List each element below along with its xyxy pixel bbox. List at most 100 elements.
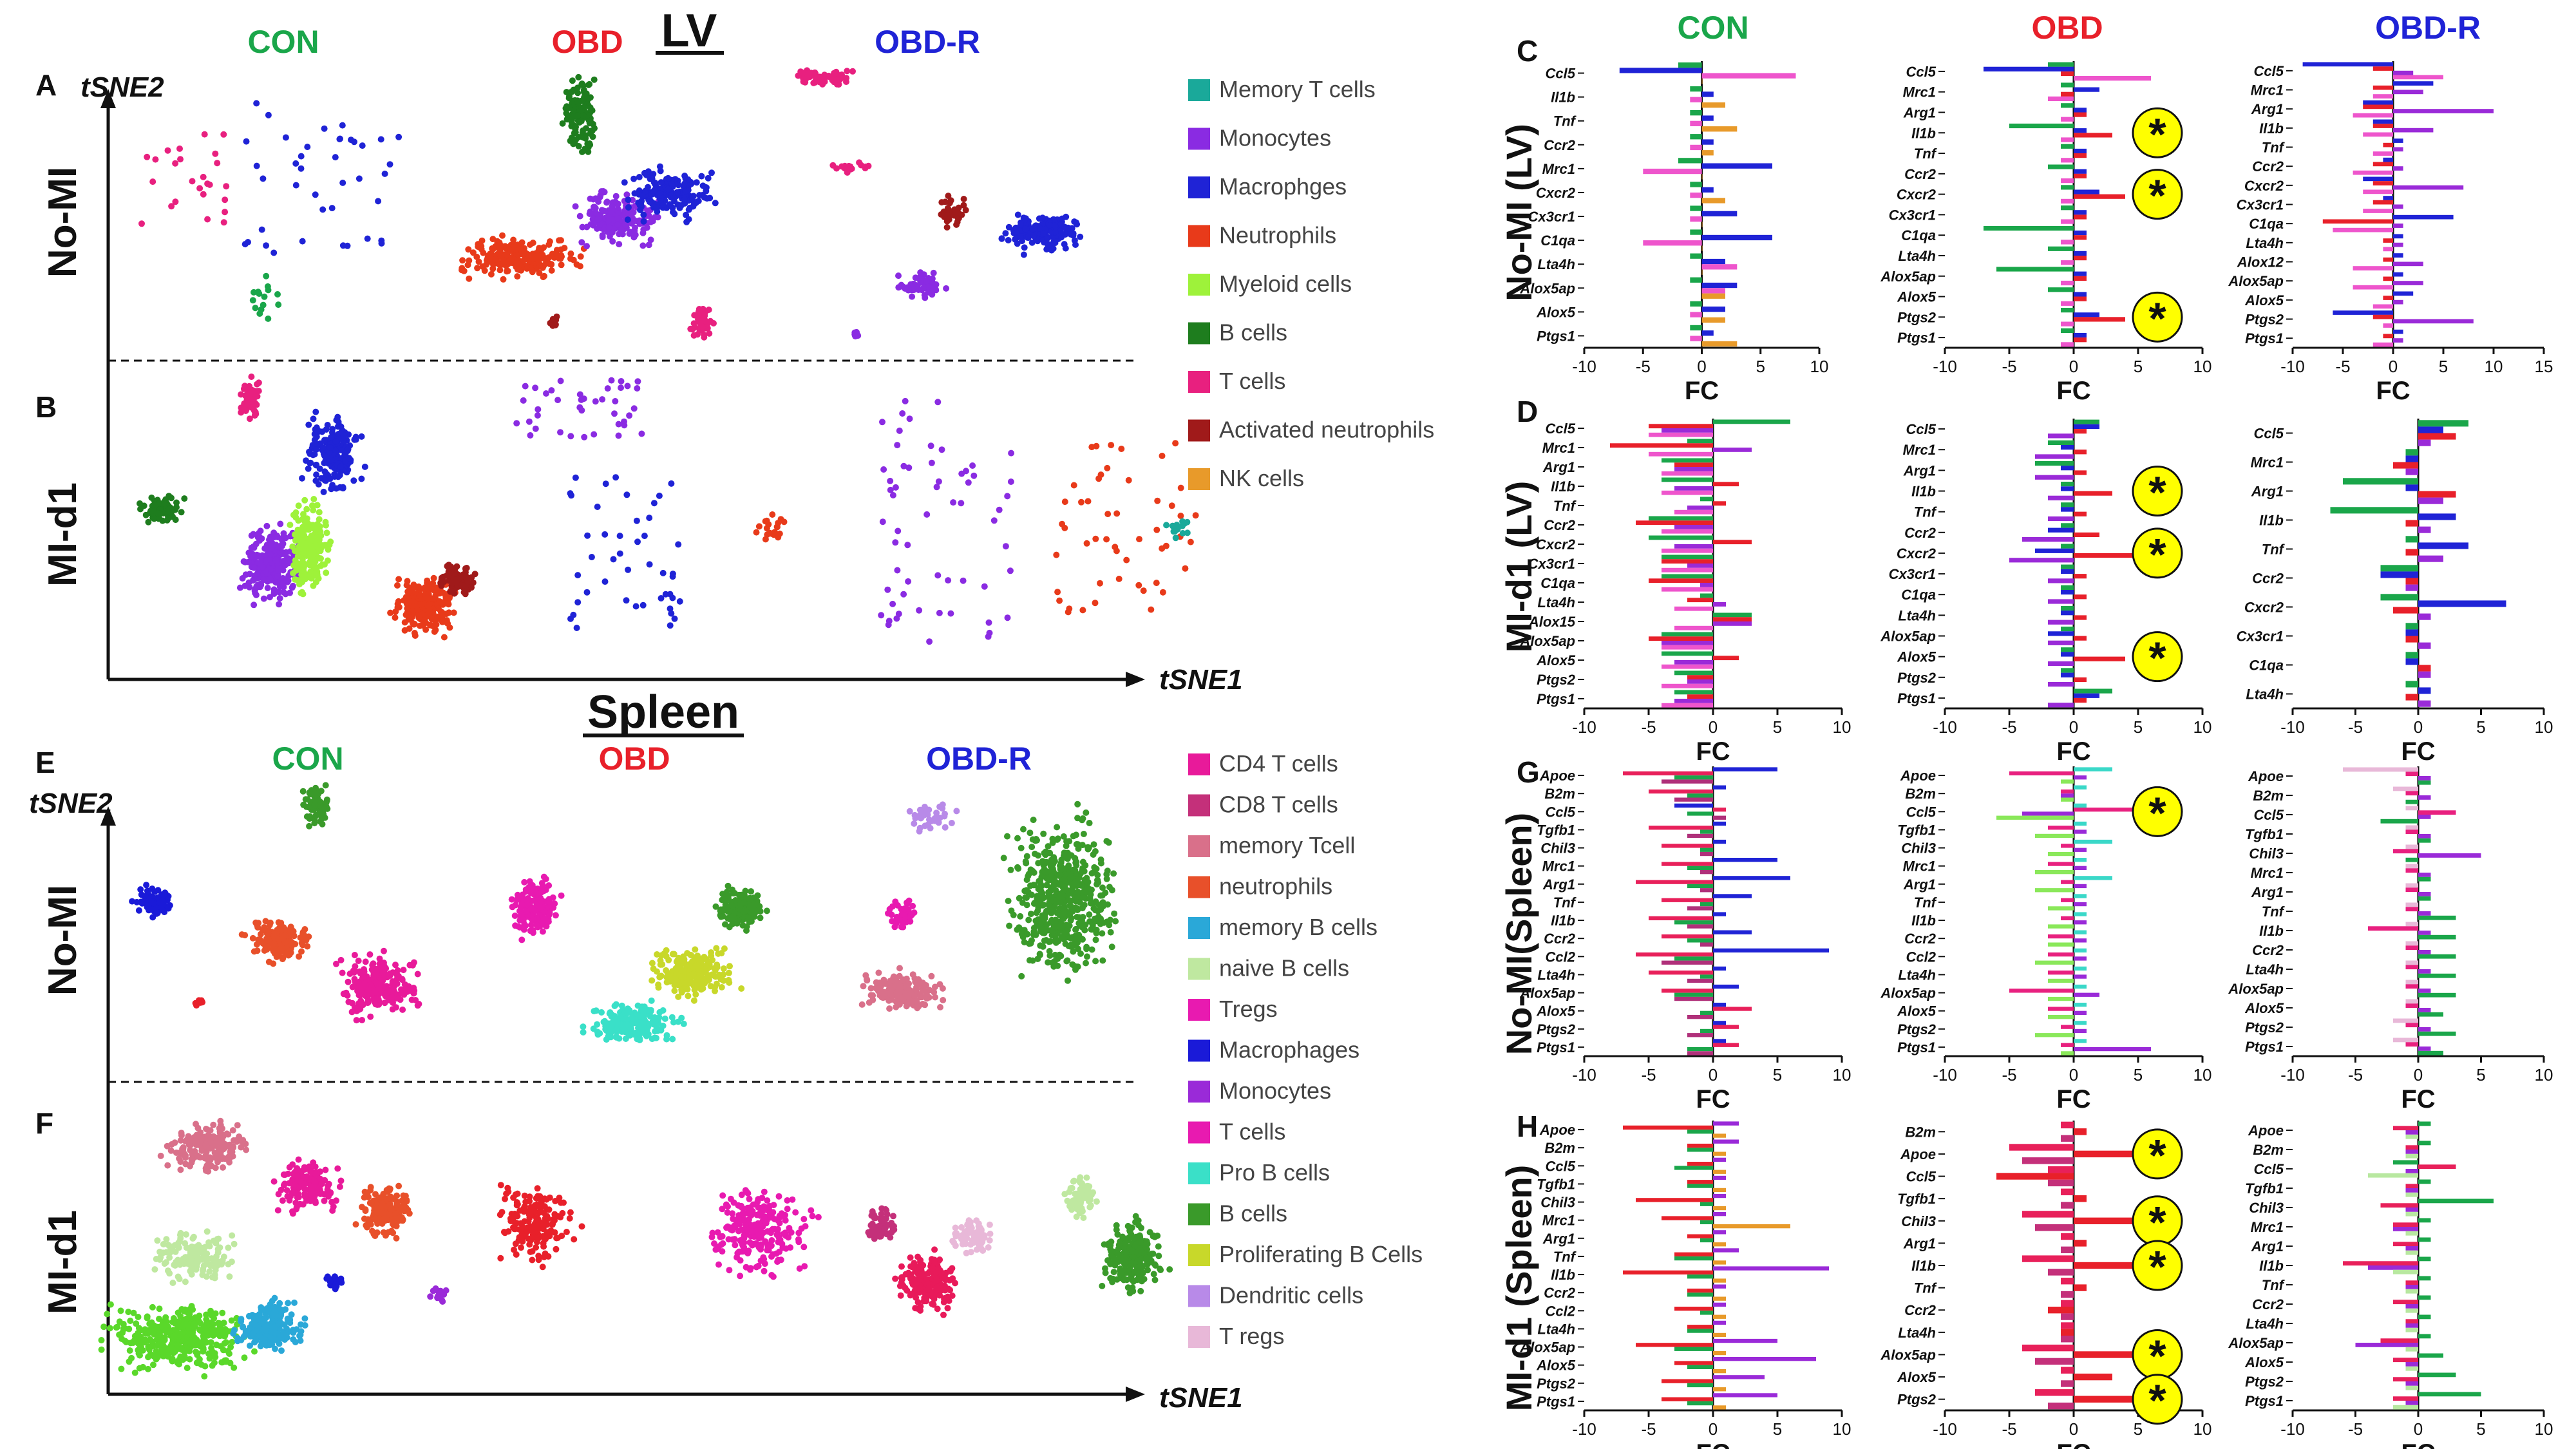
tsne-point xyxy=(258,226,265,233)
tsne-point xyxy=(1058,234,1065,241)
tsne-point xyxy=(934,572,942,579)
tsne-point xyxy=(305,421,312,428)
tsne-point xyxy=(321,460,328,466)
tsne-point xyxy=(895,272,902,279)
tsne-point xyxy=(802,79,809,86)
tsne-point xyxy=(1073,219,1079,226)
tsne-point xyxy=(1056,597,1063,604)
tsne-point xyxy=(594,216,601,223)
tsne-point xyxy=(440,634,448,641)
tsne-point xyxy=(572,124,579,131)
tsne-point xyxy=(323,569,330,576)
tsne-point xyxy=(920,285,927,292)
tsne-point xyxy=(392,978,399,985)
tsne-point xyxy=(678,202,685,209)
tsne-point xyxy=(1025,916,1032,923)
tsne-point xyxy=(1073,858,1080,866)
tsne-point xyxy=(901,911,908,918)
tsne-point xyxy=(321,125,328,132)
tsne-point xyxy=(1059,215,1066,222)
tsne-point xyxy=(1083,809,1090,816)
tsne-point xyxy=(345,446,352,453)
tsne-point xyxy=(701,194,708,201)
tsne-point xyxy=(1019,238,1025,245)
tsne-point xyxy=(726,979,733,986)
tsne-point xyxy=(1046,222,1053,229)
tsne-point xyxy=(313,462,319,469)
tsne-point xyxy=(299,929,307,936)
tsne-point xyxy=(469,249,477,256)
tsne-point xyxy=(1065,977,1071,984)
tsne-point xyxy=(310,1159,317,1166)
tsne-point xyxy=(236,584,243,591)
tsne-point xyxy=(290,562,298,569)
tsne-point xyxy=(552,912,559,919)
tsne-point xyxy=(161,500,168,507)
tsne-point xyxy=(1064,855,1071,862)
tsne-point xyxy=(417,622,423,629)
tsne-point xyxy=(738,985,745,992)
tsne-point xyxy=(1039,214,1046,222)
tsne-point xyxy=(981,583,988,590)
tsne-point xyxy=(252,591,260,598)
tsne-point xyxy=(356,981,363,989)
tsne-point xyxy=(911,820,918,827)
tsne-point xyxy=(902,285,909,292)
tsne-point xyxy=(1075,945,1082,952)
tsne-point xyxy=(203,1167,209,1174)
tsne-point xyxy=(327,444,334,451)
tsne-point xyxy=(1030,817,1037,824)
tsne-point xyxy=(643,224,650,231)
row-label-mi-d1-lv-tsne: MI-d1 xyxy=(41,482,85,587)
tsne-point xyxy=(1097,471,1104,478)
tsne-point xyxy=(366,951,374,958)
tsne-point xyxy=(173,499,180,506)
tsne-point xyxy=(447,588,454,595)
tsne-point xyxy=(312,440,319,447)
tsne-point xyxy=(532,384,539,392)
tsne-point xyxy=(281,932,289,939)
tsne-point xyxy=(521,878,528,886)
tsne-point xyxy=(913,986,920,993)
tsne-point xyxy=(523,908,530,915)
tsne-point xyxy=(339,122,346,129)
tsne-point xyxy=(702,317,709,325)
tsne-point xyxy=(1048,906,1056,913)
tsne-point xyxy=(1072,925,1079,933)
tsne-point xyxy=(308,573,316,580)
tsne-point xyxy=(888,911,895,918)
tsne-point xyxy=(1079,817,1086,824)
tsne-point xyxy=(647,236,654,243)
tsne-point xyxy=(188,1159,195,1166)
tsne-point xyxy=(358,433,365,440)
tsne-point xyxy=(660,201,667,208)
tsne-point xyxy=(297,934,304,941)
tsne-point xyxy=(899,410,906,417)
tsne-point xyxy=(741,899,748,906)
tsne-point xyxy=(938,446,945,453)
tsne-point xyxy=(279,540,287,547)
tsne-point xyxy=(572,129,579,136)
tsne-point xyxy=(892,898,899,905)
tsne-point xyxy=(895,527,902,535)
tsne-point xyxy=(524,902,531,909)
tsne-point xyxy=(1091,864,1098,871)
tsne-point xyxy=(531,907,538,914)
tsne-point xyxy=(352,968,359,974)
tsne-point xyxy=(557,377,564,384)
tsne-point xyxy=(290,570,297,576)
tsne-point xyxy=(963,468,969,475)
tsne-point xyxy=(1089,922,1096,929)
tsne-point xyxy=(1005,223,1012,231)
tsne-point xyxy=(410,621,417,628)
tsne-point xyxy=(1024,931,1031,938)
tsne-point xyxy=(515,242,521,248)
tsne-point xyxy=(299,561,306,568)
tsne-point xyxy=(1097,892,1104,899)
tsne-point xyxy=(1108,943,1115,951)
tsne-point xyxy=(285,952,292,959)
tsne-point xyxy=(299,556,306,563)
tsne-point xyxy=(696,957,703,964)
tsne-point xyxy=(1014,240,1021,247)
tsne-point xyxy=(669,571,676,577)
